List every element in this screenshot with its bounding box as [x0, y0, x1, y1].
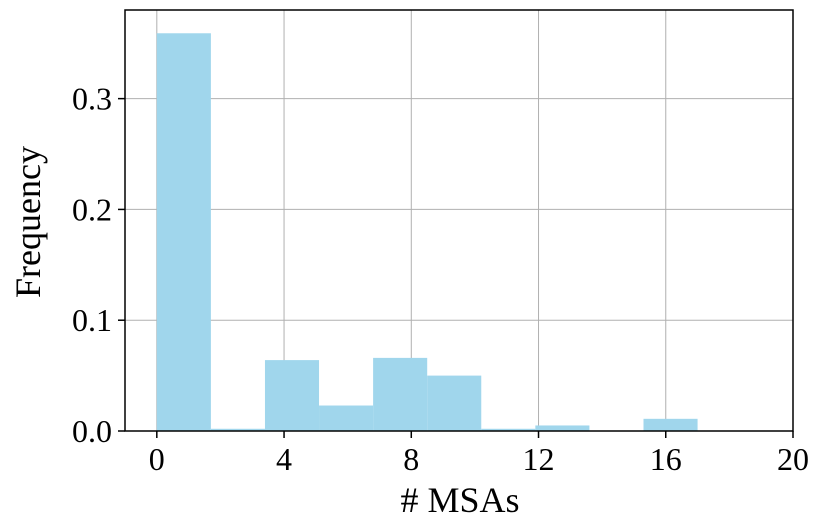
- y-tick-label-1: 0.1: [72, 302, 112, 338]
- x-tick-label-1: 4: [276, 441, 292, 477]
- x-axis-ticks: 0 4 8 12 16 20: [149, 431, 809, 477]
- y-axis-label: Frequency: [8, 146, 48, 298]
- histogram-bar-0: [156, 33, 211, 432]
- x-tick-label-2: 8: [403, 441, 419, 477]
- histogram-bar-4: [373, 357, 428, 431]
- histogram-bar-7: [535, 425, 590, 431]
- histogram-bar-2: [264, 360, 320, 431]
- x-axis-label: # MSAs: [400, 480, 519, 520]
- histogram-bar-6: [481, 428, 536, 431]
- histogram-bar-3: [319, 405, 374, 431]
- histogram-bar-9: [643, 418, 698, 431]
- x-tick-label-0: 0: [149, 441, 165, 477]
- x-tick-label-4: 16: [650, 441, 682, 477]
- plot-frame: [124, 9, 794, 432]
- bars-group: [156, 33, 698, 432]
- histogram-bar-1: [210, 428, 265, 431]
- y-axis-ticks: 0.0 0.1 0.2 0.3: [72, 81, 125, 449]
- x-tick-label-5: 20: [777, 441, 809, 477]
- y-tick-label-2: 0.2: [72, 191, 112, 227]
- y-tick-label-0: 0.0: [72, 413, 112, 449]
- histogram-bar-5: [427, 375, 482, 431]
- x-tick-label-3: 12: [523, 441, 555, 477]
- y-tick-label-3: 0.3: [72, 81, 112, 117]
- grid-lines: [125, 10, 794, 432]
